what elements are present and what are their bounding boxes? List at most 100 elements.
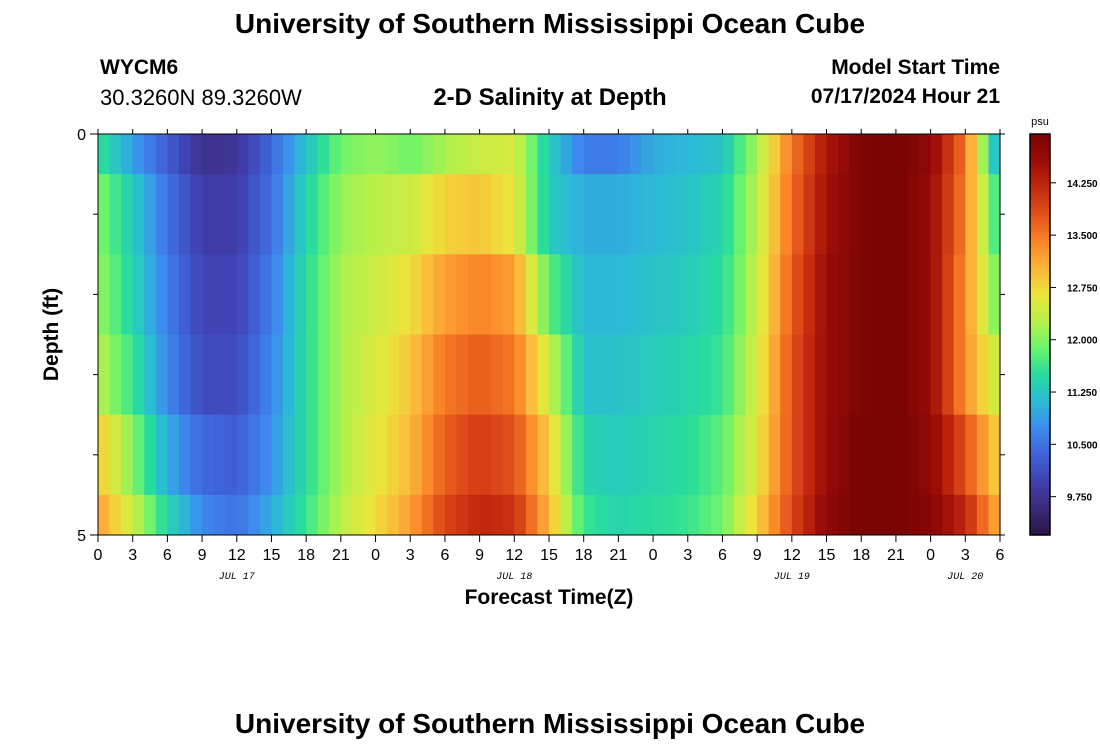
heatmap-cell	[641, 174, 654, 255]
heatmap-cell	[190, 334, 203, 416]
heatmap-cell	[271, 414, 284, 496]
heatmap-cell	[710, 134, 724, 175]
heatmap-cell	[849, 134, 862, 175]
heatmap-cell	[213, 254, 226, 335]
heatmap-cell	[895, 174, 909, 255]
heatmap-cell	[155, 494, 168, 536]
heatmap-cell	[895, 334, 909, 416]
heatmap-cell	[757, 414, 770, 496]
x-tick-label: 3	[406, 547, 415, 564]
y-tick-label: 0	[77, 127, 86, 144]
heatmap-cell	[664, 174, 677, 255]
colorbar-tick-label: 12.750	[1067, 283, 1098, 294]
heatmap-cell	[653, 174, 666, 255]
heatmap-cell	[930, 134, 943, 175]
heatmap-cell	[757, 254, 770, 335]
heatmap-cell	[537, 174, 550, 255]
heatmap-cell	[803, 494, 816, 536]
heatmap-cell	[976, 414, 990, 496]
heatmap-cell	[780, 334, 793, 416]
heatmap-cell	[826, 254, 839, 335]
heatmap-cell	[468, 334, 481, 416]
heatmap-cell	[583, 254, 596, 335]
heatmap-cell	[502, 334, 515, 416]
heatmap-cell	[710, 334, 724, 416]
heatmap-cell	[352, 134, 365, 175]
heatmap-cell	[398, 334, 411, 416]
heatmap-cell	[791, 174, 805, 255]
heatmap-cell	[525, 134, 539, 175]
heatmap-cell	[676, 134, 689, 175]
heatmap-cell	[676, 414, 689, 496]
heatmap-cell	[861, 254, 874, 335]
heatmap-cell	[144, 494, 157, 536]
heatmap-cell	[444, 414, 458, 496]
heatmap-cell	[421, 334, 434, 416]
heatmap-cell	[641, 134, 654, 175]
heatmap-cell	[352, 254, 365, 335]
heatmap-cell	[884, 174, 897, 255]
heatmap-cell	[502, 134, 515, 175]
x-tick-label: 9	[753, 547, 762, 564]
heatmap-cell	[942, 494, 955, 536]
heatmap-cell	[629, 254, 643, 335]
heatmap-cell	[306, 414, 319, 496]
heatmap-cell	[919, 414, 932, 496]
heatmap-cell	[456, 254, 469, 335]
heatmap-cell	[236, 334, 249, 416]
heatmap-cell	[410, 414, 423, 496]
heatmap-cell	[687, 494, 700, 536]
heatmap-cell	[167, 334, 180, 416]
heatmap-cell	[410, 174, 423, 255]
heatmap-cell	[375, 414, 388, 496]
heatmap-cell	[178, 494, 192, 536]
heatmap-cell	[884, 134, 897, 175]
heatmap-cell	[225, 254, 238, 335]
x-tick-label: 6	[996, 547, 1005, 564]
heatmap-cell	[884, 334, 897, 416]
heatmap-cell	[259, 494, 273, 536]
heatmap-cell	[98, 334, 111, 416]
heatmap-cell	[942, 254, 955, 335]
x-tick-label: 18	[575, 547, 593, 564]
heatmap-cell	[872, 174, 885, 255]
heatmap-cell	[572, 334, 585, 416]
heatmap-cell	[953, 134, 966, 175]
heatmap-cell	[780, 174, 793, 255]
heatmap-cell	[340, 134, 354, 175]
heatmap-cell	[629, 414, 643, 496]
heatmap-cell	[202, 494, 215, 536]
heatmap-cell	[641, 334, 654, 416]
heatmap-cell	[838, 414, 851, 496]
heatmap-cell	[456, 174, 469, 255]
heatmap-cell	[965, 494, 978, 536]
heatmap-cell	[583, 134, 596, 175]
heatmap-cell	[814, 254, 828, 335]
heatmap-cell	[144, 134, 157, 175]
heatmap-cell	[109, 174, 122, 255]
heatmap-cell	[340, 254, 354, 335]
day-label: JUL 20	[947, 572, 983, 583]
heatmap-cell	[606, 134, 619, 175]
heatmap-cell	[271, 334, 284, 416]
heatmap-cell	[248, 414, 261, 496]
heatmap-cell	[826, 134, 839, 175]
heatmap-cell	[167, 174, 180, 255]
heatmap-cell	[583, 334, 596, 416]
heatmap-cell	[734, 494, 747, 536]
heatmap-cell	[676, 494, 689, 536]
heatmap-cell	[583, 174, 596, 255]
heatmap-cell	[190, 494, 203, 536]
heatmap-cell	[98, 174, 111, 255]
heatmap-cell	[768, 494, 781, 536]
heatmap-cell	[421, 254, 434, 335]
heatmap-cell	[618, 134, 631, 175]
heatmap-cell	[479, 134, 492, 175]
heatmap-cell	[421, 494, 434, 536]
heatmap-cell	[930, 334, 943, 416]
heatmap-cell	[757, 174, 770, 255]
heatmap-cell	[618, 334, 631, 416]
heatmap-cell	[236, 414, 249, 496]
station-coordinates: 30.3260N 89.3260W	[100, 85, 302, 110]
heatmap-cell	[444, 134, 458, 175]
